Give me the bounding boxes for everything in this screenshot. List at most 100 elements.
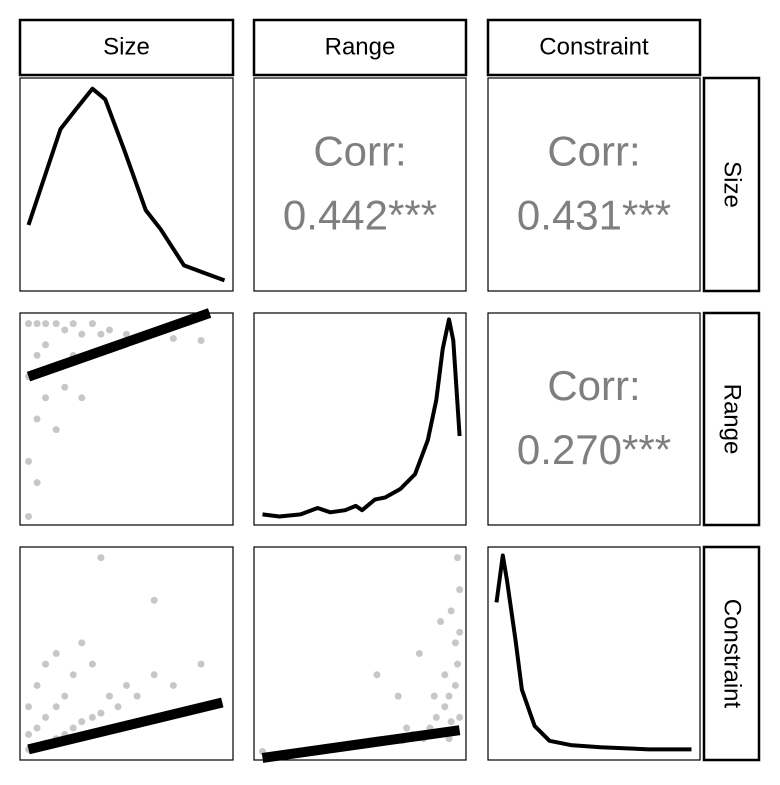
- scatter-point: [403, 724, 411, 732]
- panel: [253, 312, 467, 526]
- scatter-point: [69, 671, 77, 679]
- scatter-point: [88, 660, 96, 668]
- scatter-point: [42, 320, 50, 328]
- scatter-point: [454, 554, 462, 562]
- panel: [487, 312, 701, 526]
- fit-line: [27, 697, 224, 755]
- scatter-point: [114, 703, 122, 711]
- panel: [487, 546, 701, 761]
- scatter-point: [33, 415, 41, 423]
- scatter-point: [42, 341, 50, 349]
- scatter-point: [445, 692, 453, 700]
- scatter-point: [437, 618, 445, 626]
- scatter-point: [42, 713, 50, 721]
- scatter-point: [430, 692, 438, 700]
- scatter-point: [97, 554, 105, 562]
- panel: [253, 77, 467, 292]
- scatter-point: [61, 383, 69, 391]
- scatter-point: [197, 660, 205, 668]
- scatter-point: [25, 457, 33, 465]
- fit-line: [261, 725, 461, 763]
- scatter-point: [69, 320, 77, 328]
- strip-label: Constraint: [719, 599, 746, 709]
- scatter-point: [33, 724, 41, 732]
- scatter-point: [415, 650, 423, 657]
- fit-line: [26, 308, 212, 382]
- scatter-point: [52, 703, 60, 711]
- scatter-point: [105, 692, 113, 700]
- scatter-point: [33, 351, 41, 359]
- corr-title: Corr:: [313, 128, 406, 175]
- scatter-point: [33, 681, 41, 689]
- corr-value: 0.270***: [517, 426, 671, 473]
- scatter-point: [78, 639, 86, 647]
- scatter-point: [25, 320, 33, 328]
- scatter-point: [61, 692, 69, 700]
- panel: [19, 312, 234, 526]
- scatter-point: [52, 426, 60, 434]
- panel: [253, 546, 467, 761]
- strip: [18, 18, 235, 77]
- corr-value: 0.431***: [517, 192, 671, 239]
- scatter-point: [123, 681, 130, 689]
- scatter-point: [52, 650, 60, 657]
- scatter-point: [133, 692, 141, 700]
- scatter-point: [52, 320, 60, 328]
- panel: [19, 77, 234, 292]
- scatter-point: [97, 709, 105, 717]
- density-line: [494, 553, 692, 752]
- scatter-point: [78, 330, 86, 338]
- panel: [487, 77, 701, 292]
- scatter-point: [373, 671, 381, 679]
- scatter-point: [25, 730, 33, 738]
- scatter-point: [33, 320, 41, 328]
- scatter-point: [451, 639, 459, 647]
- strip-label: Range: [719, 384, 746, 455]
- scatter-point: [447, 607, 455, 615]
- density-line: [262, 317, 462, 519]
- scatter-point: [33, 479, 41, 487]
- strip: [486, 18, 702, 77]
- strip: [702, 545, 761, 762]
- corr-title: Corr:: [547, 362, 640, 409]
- scatter-point: [441, 671, 449, 679]
- scatter-point: [105, 326, 113, 334]
- scatter-point: [456, 586, 464, 594]
- strip: [702, 76, 761, 293]
- scatter-point: [441, 703, 449, 711]
- scatter-point: [150, 671, 158, 679]
- scatter-point: [456, 713, 464, 721]
- scatter-point: [42, 394, 50, 402]
- strip: [702, 311, 761, 527]
- corr-title: Corr:: [547, 128, 640, 175]
- scatter-point: [88, 713, 96, 721]
- scatter-point: [69, 724, 77, 732]
- scatter-point: [447, 718, 455, 726]
- scatter-point: [78, 718, 86, 726]
- scatter-point: [25, 513, 33, 521]
- strip-label: Range: [325, 33, 396, 60]
- scatter-point: [150, 596, 158, 604]
- scatter-point: [169, 334, 177, 342]
- strip-label: Size: [719, 161, 746, 208]
- scatter-point: [61, 326, 69, 334]
- strip: [252, 18, 468, 77]
- panel: [19, 546, 234, 761]
- scatter-point: [97, 330, 105, 338]
- scatter-point: [197, 337, 205, 345]
- scatter-point: [432, 713, 440, 721]
- corr-value: 0.442***: [283, 192, 437, 239]
- scatter-point: [454, 660, 462, 668]
- scatter-point: [25, 703, 33, 711]
- scatter-point: [123, 330, 130, 338]
- scatter-point: [456, 628, 464, 636]
- scatter-point: [169, 681, 177, 689]
- scatter-point: [42, 660, 50, 668]
- scatter-point: [78, 394, 86, 402]
- scatter-point: [88, 320, 96, 328]
- strip-label: Constraint: [539, 33, 649, 60]
- scatter-point: [394, 692, 402, 700]
- scatter-point: [451, 681, 459, 689]
